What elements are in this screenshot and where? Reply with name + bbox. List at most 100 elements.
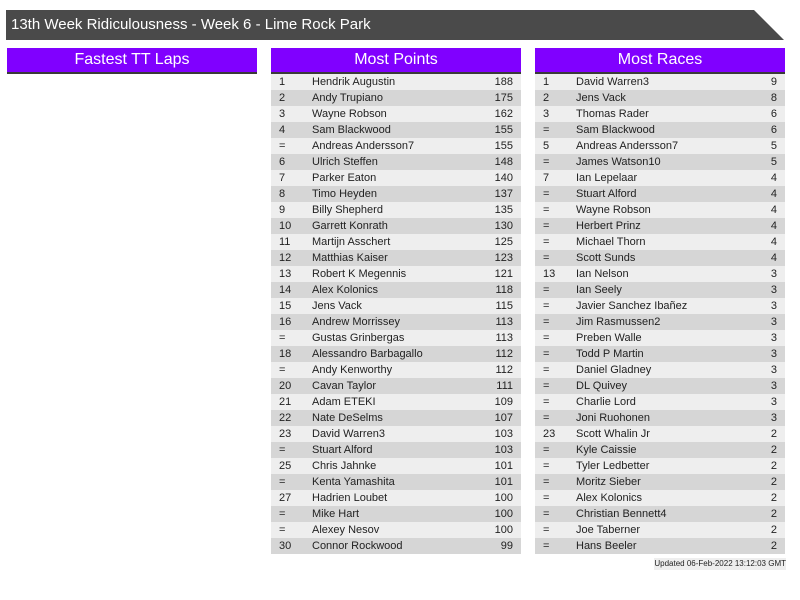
value: 155: [494, 140, 513, 152]
value: 125: [494, 236, 513, 248]
driver-name: Scott Whalin Jr: [576, 428, 650, 440]
driver-name: Moritz Sieber: [576, 476, 641, 488]
rank: 5: [543, 140, 550, 152]
rank: 30: [279, 540, 292, 552]
driver-name: Ian Lepelaar: [576, 172, 638, 184]
rank: 11: [279, 236, 291, 248]
table-row: 20 Cavan Taylor 111: [271, 378, 521, 394]
value: 100: [494, 524, 513, 536]
table-row: = Wayne Robson 4: [535, 202, 785, 218]
value: 100: [494, 508, 513, 520]
value: 4: [770, 252, 777, 264]
driver-name: Jens Vack: [312, 300, 362, 312]
value: 155: [494, 124, 513, 136]
rank: =: [543, 236, 550, 248]
table-row: = Hans Beeler 2: [535, 538, 785, 554]
table-row: = Preben Walle 3: [535, 330, 785, 346]
rank: =: [543, 204, 550, 216]
value: 5: [770, 156, 777, 168]
value: 101: [494, 476, 513, 488]
value: 3: [770, 348, 777, 360]
value: 111: [496, 380, 513, 392]
table-row: = Alexey Nesov 100: [271, 522, 521, 538]
driver-name: Andreas Andersson7: [576, 140, 679, 152]
driver-name: James Watson10: [576, 156, 661, 168]
title-bar: 13th Week Ridiculousness - Week 6 - Lime…: [6, 10, 784, 40]
table-row: = Daniel Gladney 3: [535, 362, 785, 378]
driver-name: Joe Taberner: [576, 524, 641, 536]
driver-name: Chris Jahnke: [312, 460, 377, 472]
rank: =: [543, 252, 550, 264]
driver-name: Charlie Lord: [576, 396, 636, 408]
value: 3: [770, 380, 777, 392]
value: 4: [770, 172, 777, 184]
driver-name: Daniel Gladney: [576, 364, 652, 376]
rank: =: [543, 540, 550, 552]
table-row: = Sam Blackwood 6: [535, 122, 785, 138]
value: 109: [494, 396, 513, 408]
driver-name: Javier Sanchez Ibañez: [576, 300, 688, 312]
driver-name: Gustas Grinbergas: [312, 332, 405, 344]
table-row: 18 Alessandro Barbagallo 112: [271, 346, 521, 362]
rank: 21: [279, 396, 292, 408]
driver-name: Alex Kolonics: [576, 492, 643, 504]
table-row: = James Watson10 5: [535, 154, 785, 170]
rank: 2: [543, 92, 550, 104]
value: 118: [495, 284, 513, 296]
value: 2: [770, 460, 777, 472]
value: 2: [770, 476, 777, 488]
table-row: 7 Ian Lepelaar 4: [535, 170, 785, 186]
rank: 18: [279, 348, 292, 360]
table-row: = Gustas Grinbergas 113: [271, 330, 521, 346]
driver-name: Nate DeSelms: [312, 412, 383, 424]
updated-timestamp: Updated 06-Feb-2022 13:12:03 GMT: [654, 558, 786, 570]
driver-name: Matthias Kaiser: [312, 252, 388, 264]
page-title: 13th Week Ridiculousness - Week 6 - Lime…: [11, 16, 371, 33]
table-row: 14 Alex Kolonics 118: [271, 282, 521, 298]
driver-name: Kenta Yamashita: [312, 476, 395, 488]
panel-header: Most Points: [271, 48, 521, 74]
driver-name: Garrett Konrath: [312, 220, 388, 232]
table-row: = Javier Sanchez Ibañez 3: [535, 298, 785, 314]
rank: 15: [279, 300, 292, 312]
table-row: 1 Hendrik Augustin 188: [271, 74, 521, 90]
value: 2: [770, 444, 777, 456]
rank: =: [543, 492, 550, 504]
table-row: = Charlie Lord 3: [535, 394, 785, 410]
driver-name: Adam ETEKI: [312, 396, 376, 408]
value: 3: [770, 316, 777, 328]
driver-name: Stuart Alford: [576, 188, 637, 200]
value: 112: [495, 364, 513, 376]
table-row: = Christian Bennett4 2: [535, 506, 785, 522]
driver-name: Andreas Andersson7: [312, 140, 415, 152]
rank: 23: [543, 428, 556, 440]
value: 4: [770, 236, 777, 248]
table-row: 12 Matthias Kaiser 123: [271, 250, 521, 266]
panel-rows: 1 David Warren3 9 2 Jens Vack 8 3 Thomas Rader 6…: [535, 74, 785, 554]
rank: 7: [543, 172, 550, 184]
driver-name: Ulrich Steffen: [312, 156, 378, 168]
driver-name: Andy Kenworthy: [312, 364, 393, 376]
table-row: 9 Billy Shepherd 135: [271, 202, 521, 218]
driver-name: Todd P Martin: [576, 348, 644, 360]
value: 99: [500, 540, 513, 552]
driver-name: DL Quivey: [576, 380, 627, 392]
rank: 4: [279, 124, 286, 136]
table-row: 23 Scott Whalin Jr 2: [535, 426, 785, 442]
driver-name: Ian Seely: [576, 284, 622, 296]
rank: =: [279, 332, 286, 344]
value: 6: [770, 108, 777, 120]
table-row: = Jim Rasmussen2 3: [535, 314, 785, 330]
value: 9: [770, 76, 777, 88]
table-row: 7 Parker Eaton 140: [271, 170, 521, 186]
driver-name: Alex Kolonics: [312, 284, 379, 296]
panel-header: Most Races: [535, 48, 785, 74]
table-row: = Alex Kolonics 2: [535, 490, 785, 506]
value: 135: [494, 204, 513, 216]
rank: 3: [279, 108, 286, 120]
table-row: = Kenta Yamashita 101: [271, 474, 521, 490]
value: 3: [770, 412, 777, 424]
rank: 6: [279, 156, 286, 168]
driver-name: Joni Ruohonen: [576, 412, 651, 424]
rank: =: [279, 444, 286, 456]
